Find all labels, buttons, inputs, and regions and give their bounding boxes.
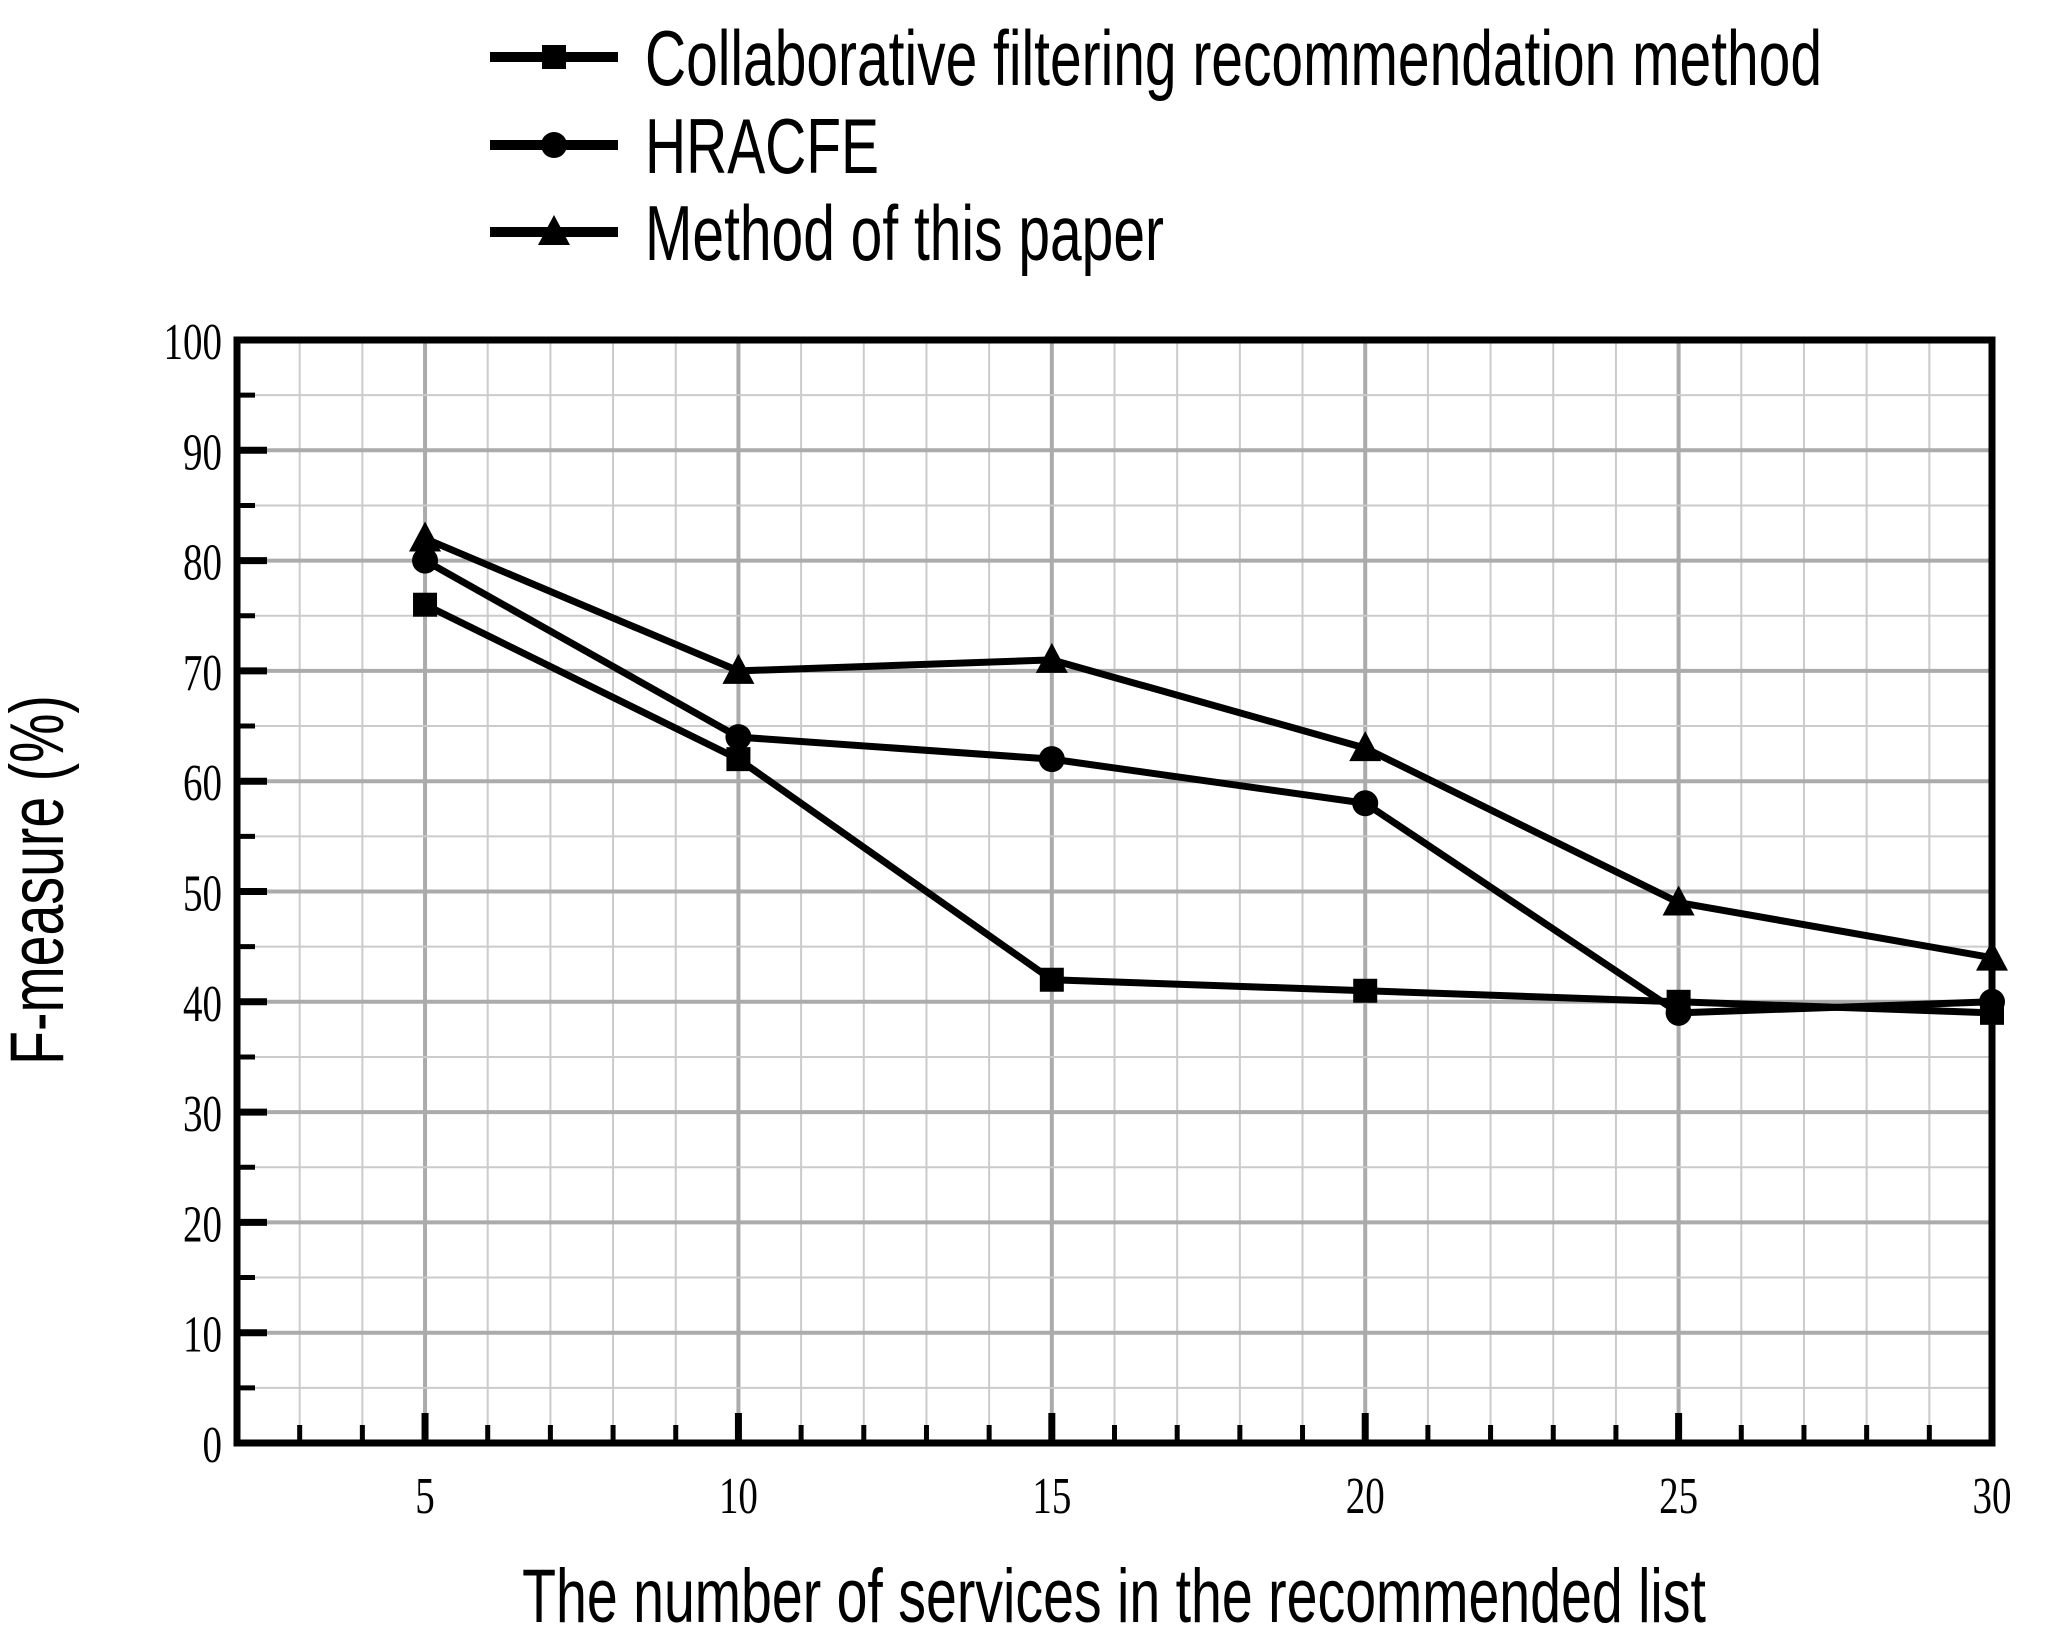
x-axis-title: The number of services in the recommende… <box>522 1555 1706 1640</box>
data-point-circle-x5 <box>412 547 439 574</box>
legend-label-circle: HRACFE <box>645 103 879 190</box>
y-axis-tick-label: 40 <box>183 974 222 1032</box>
y-axis-tick-label: 100 <box>164 313 222 371</box>
data-point-circle-x15 <box>1038 746 1065 773</box>
x-axis-tick-label: 15 <box>1032 1467 1071 1525</box>
data-point-triangle-x10 <box>722 653 755 684</box>
data-point-triangle-x15 <box>1035 642 1068 673</box>
series-line-triangle <box>421 535 1996 962</box>
data-point-circle-x10 <box>725 724 752 751</box>
y-axis-tick-label: 30 <box>183 1085 222 1143</box>
data-point-triangle-x30 <box>1976 940 2008 971</box>
data-point-triangle-x25 <box>1662 885 1695 916</box>
legend-marker-circle <box>541 132 567 158</box>
y-axis-tick-label: 0 <box>202 1416 222 1474</box>
data-point-square-x5 <box>413 592 438 617</box>
data-point-circle-x20 <box>1352 790 1379 817</box>
y-axis-tick-label: 20 <box>183 1195 222 1253</box>
y-axis-tick-label: 60 <box>183 754 222 812</box>
y-axis-tick-label: 80 <box>183 533 222 591</box>
series-line-circle <box>421 557 1996 1017</box>
data-point-square-x15 <box>1039 967 1064 992</box>
x-axis-tick-label: 10 <box>719 1467 758 1525</box>
series-line-square <box>421 601 1996 1017</box>
x-axis-tick-label: 30 <box>1973 1467 2012 1525</box>
y-axis-tick-label: 70 <box>183 644 222 702</box>
legend-marker-square <box>542 45 566 69</box>
legend-label-triangle: Method of this paper <box>645 190 1164 277</box>
y-axis-title: F-measure (%) <box>0 695 80 1065</box>
y-axis-tick-label: 50 <box>183 864 222 922</box>
data-point-square-x10 <box>726 747 751 772</box>
data-point-triangle-x20 <box>1349 731 1382 762</box>
x-axis-tick-label: 5 <box>415 1467 435 1525</box>
x-axis-tick-label: 25 <box>1659 1467 1698 1525</box>
y-axis-tick-label: 10 <box>183 1305 222 1363</box>
y-axis-tick-label: 90 <box>183 423 222 481</box>
x-axis-tick-label: 20 <box>1346 1467 1385 1525</box>
data-point-square-x20 <box>1353 978 1378 1003</box>
data-point-circle-x25 <box>1665 999 1692 1026</box>
data-point-triangle-x5 <box>409 521 442 552</box>
data-point-circle-x30 <box>1979 988 2005 1015</box>
legend-marker-triangle <box>538 215 570 245</box>
legend-label-square: Collaborative filtering recommendation m… <box>645 15 1822 102</box>
